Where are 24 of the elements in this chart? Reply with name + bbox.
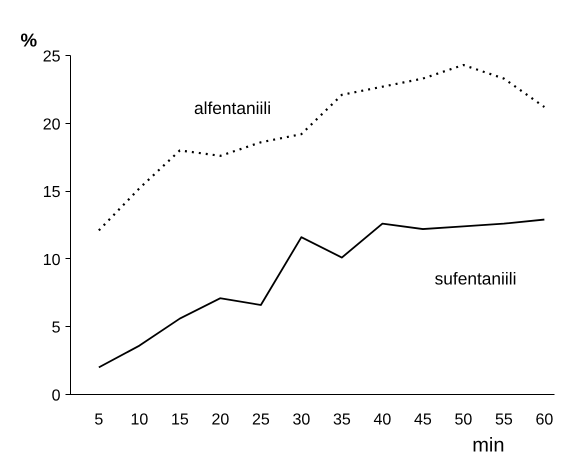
x-tick-label: 25 bbox=[252, 412, 270, 428]
x-axis-title: min bbox=[472, 434, 505, 456]
series-label: alfentaniili bbox=[194, 98, 272, 118]
x-tick-label: 60 bbox=[535, 412, 554, 428]
x-tick-label: 5 bbox=[94, 412, 104, 428]
line-series bbox=[98, 64, 546, 232]
y-tick-label: 25 bbox=[42, 48, 61, 66]
x-tick-label: 55 bbox=[494, 412, 513, 428]
y-tick-label: 20 bbox=[42, 116, 61, 134]
y-tick-label: 10 bbox=[42, 252, 61, 269]
x-tick-label: 35 bbox=[332, 412, 351, 428]
x-tick-label: 20 bbox=[211, 412, 230, 428]
x-tick-label: 30 bbox=[292, 412, 310, 428]
y-tick-label: 0 bbox=[52, 388, 61, 404]
x-tick-label: 50 bbox=[454, 412, 472, 428]
text: sufentaniili bbox=[434, 268, 516, 288]
x-tick-label: 15 bbox=[170, 412, 189, 428]
y-tick-label: 5 bbox=[52, 320, 61, 337]
x-tick-label: 10 bbox=[130, 412, 148, 428]
x-tick-label: 45 bbox=[414, 412, 432, 428]
line-series bbox=[98, 218, 546, 368]
x-tick-label: 40 bbox=[373, 412, 392, 428]
y-tick-label: 15 bbox=[42, 184, 61, 202]
y-axis-title: % bbox=[20, 30, 38, 50]
